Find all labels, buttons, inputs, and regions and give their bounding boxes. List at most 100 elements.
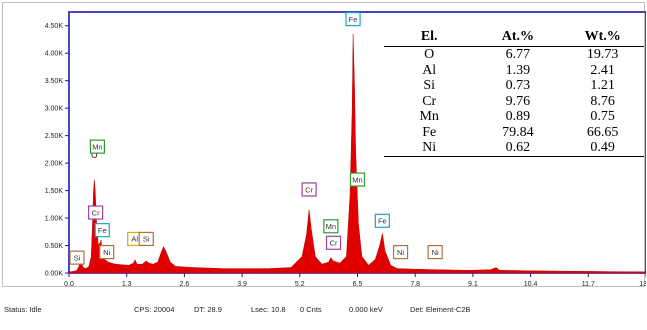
table-cell: O bbox=[424, 47, 435, 63]
table-row: Al 1.39 2.41 bbox=[384, 63, 644, 79]
peak-label-box bbox=[392, 245, 409, 260]
eds-spectrum-chart: 0.00K 0.50K 1.00K 1.50K 2.00K 2.50K 3.00K 3.50K… bbox=[45, 11, 646, 288]
dead-time-readout: DT: 28.9 bbox=[194, 305, 222, 314]
y-tick-label: 3.00K bbox=[45, 106, 64, 113]
peak-label: Fe bbox=[345, 12, 361, 27]
status-text: Status: Idle bbox=[4, 305, 42, 314]
x-tick-label: 2.6 bbox=[180, 281, 190, 288]
table-cell: 9.76 bbox=[505, 93, 531, 109]
table-header-row: El. At.% Wt.% bbox=[384, 27, 644, 47]
table-row: Cr 9.76 8.76 bbox=[384, 94, 644, 110]
peak-label-box bbox=[323, 219, 339, 234]
peak-label-box bbox=[138, 231, 154, 247]
y-axis: 0.00K 0.50K 1.00K 1.50K 2.00K 2.50K 3.00K 3.50K… bbox=[45, 23, 69, 278]
table-cell: 6.77 bbox=[505, 47, 531, 63]
peak-label-box bbox=[349, 172, 366, 187]
table-cell: Mn bbox=[419, 109, 439, 125]
peak-label: Ni bbox=[427, 245, 443, 260]
table-header: At.% bbox=[474, 27, 562, 47]
peak-label-text: Ni bbox=[432, 248, 439, 257]
peak-label: Fe bbox=[94, 223, 110, 238]
x-tick-label: 5.2 bbox=[295, 281, 305, 288]
table-cell: 0.75 bbox=[590, 109, 615, 125]
y-tick-label: 3.50K bbox=[45, 78, 64, 85]
table-cell: 0.89 bbox=[505, 109, 531, 125]
table-cell: Al bbox=[422, 62, 437, 78]
x-tick-label: 1.3 bbox=[122, 281, 132, 288]
peak-label-text: Ni bbox=[103, 248, 110, 257]
x-tick-label: 6.5 bbox=[353, 281, 363, 288]
y-tick-label: 0.00K bbox=[45, 271, 64, 278]
table-cell: 66.65 bbox=[586, 124, 619, 140]
peak-label-box bbox=[69, 250, 85, 265]
x-tick-label: 3.9 bbox=[237, 281, 247, 288]
spectrum-panel: 0.00K 0.50K 1.00K 1.50K 2.00K 2.50K 3.00K 3.50K… bbox=[2, 2, 646, 288]
peak-label-box bbox=[325, 235, 342, 250]
peak-label-box bbox=[88, 205, 104, 220]
peak-label-text: Si bbox=[143, 235, 150, 244]
peak-label-text: Fe bbox=[349, 15, 358, 24]
table-cell: Ni bbox=[384, 140, 475, 157]
peak-label-text: Cr bbox=[330, 239, 338, 248]
peak-label-text: Fe bbox=[98, 226, 107, 235]
peak-label-text: Ni bbox=[397, 248, 404, 257]
peak-label-text: Si bbox=[74, 253, 81, 262]
energy-readout: 0.000 keV bbox=[349, 305, 383, 314]
peak-label: Ni bbox=[99, 245, 115, 260]
y-tick-label: 4.00K bbox=[45, 51, 64, 58]
peak-label: Cr bbox=[301, 182, 317, 197]
x-axis: 0.0 1.3 2.6 3.9 5.2 6.5 7.8 9.1 10.4 11.7 13.0 bbox=[64, 273, 646, 288]
peak-label-text: Fe bbox=[378, 217, 387, 226]
peak-label: Mn bbox=[89, 139, 106, 154]
table-cell: Cr bbox=[422, 93, 437, 109]
peak-label-box bbox=[89, 139, 106, 154]
detector-readout: Det: Element-C2B bbox=[410, 305, 471, 314]
peak-label: Si bbox=[138, 231, 154, 247]
counts-readout: 0 Cnts bbox=[300, 305, 322, 314]
y-tick-label: 2.00K bbox=[45, 161, 64, 168]
peak-label-box bbox=[427, 245, 443, 260]
table-header: El. bbox=[384, 27, 475, 47]
y-tick-label: 1.50K bbox=[45, 188, 64, 195]
x-tick-label: 7.8 bbox=[410, 281, 420, 288]
peak-label-text: Mn bbox=[92, 142, 102, 151]
peak-label-text: O bbox=[91, 151, 97, 160]
y-tick-label: 0.50K bbox=[45, 243, 64, 250]
x-tick-label: 13.0 bbox=[639, 281, 646, 288]
peak-label: Mn bbox=[323, 219, 339, 234]
spectrum-series bbox=[68, 33, 646, 274]
composition-table: El. At.% Wt.% O 6.77 19.73 Al 1.39 2.41 … bbox=[384, 27, 644, 157]
peak-label-box bbox=[374, 213, 390, 228]
y-tick-label: 4.50K bbox=[45, 23, 64, 30]
y-tick-label: 1.00K bbox=[45, 216, 64, 223]
peak-label-box bbox=[99, 245, 115, 260]
table-cell: 2.41 bbox=[590, 62, 615, 78]
peak-label: Si bbox=[69, 250, 85, 265]
table-cell: 1.21 bbox=[590, 78, 615, 94]
table-row: Mn 0.89 0.75 bbox=[384, 109, 644, 125]
cps-readout: CPS: 20004 bbox=[134, 305, 175, 314]
peak-label-box bbox=[301, 182, 317, 197]
table-cell: Fe bbox=[422, 124, 437, 140]
peak-label: Ni bbox=[392, 245, 409, 260]
status-bar: Status: Idle CPS: 20004 DT: 28.9 Lsec: 1… bbox=[0, 305, 647, 323]
peak-label-text: Cr bbox=[92, 208, 100, 217]
peak-label: Cr bbox=[88, 205, 104, 220]
table-cell: 8.76 bbox=[590, 93, 615, 109]
table-cell: 1.39 bbox=[505, 62, 531, 78]
peak-label: O bbox=[91, 151, 97, 160]
peak-label-text: Al bbox=[131, 235, 138, 244]
peak-label: Fe bbox=[374, 213, 390, 228]
table-row: Ni 0.62 0.49 bbox=[384, 140, 644, 157]
table-cell: Si bbox=[423, 78, 436, 94]
peak-label-text: Mn bbox=[326, 222, 336, 231]
table-cell: 79.84 bbox=[502, 124, 534, 140]
peak-label-text: Cr bbox=[305, 185, 313, 194]
y-tick-label: 2.50K bbox=[45, 133, 64, 140]
peak-label-box bbox=[94, 223, 110, 238]
x-tick-label: 11.7 bbox=[582, 281, 595, 288]
peak-label: Mn bbox=[349, 172, 366, 187]
table-row: Si 0.73 1.21 bbox=[384, 78, 644, 94]
peak-label-box bbox=[345, 12, 361, 27]
